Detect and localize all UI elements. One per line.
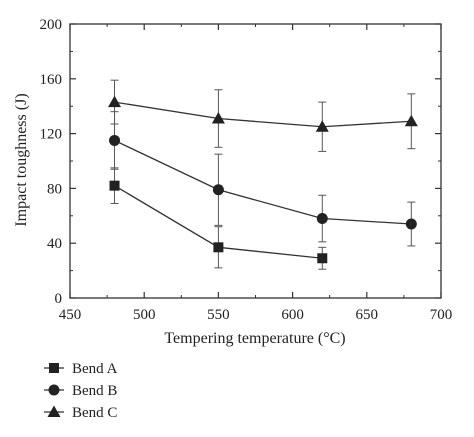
y-tick-label: 0 <box>55 291 63 307</box>
series-layer <box>108 79 418 270</box>
legend: Bend A Bend B Bend C <box>44 361 118 421</box>
legend-label: Bend B <box>72 383 117 399</box>
series-bend-c <box>108 79 418 152</box>
y-axis-label: Impact toughness (J) <box>13 93 30 226</box>
series-bend-a <box>109 167 328 270</box>
y-tick-label: 200 <box>40 17 63 33</box>
legend-item-bend-c: Bend C <box>44 405 117 421</box>
legend-label: Bend A <box>72 361 118 377</box>
data-point <box>213 242 224 253</box>
data-point <box>404 114 418 127</box>
legend-marker <box>48 384 60 396</box>
legend-item-bend-a: Bend A <box>44 361 118 377</box>
x-tick-label: 650 <box>356 307 379 323</box>
legend-marker <box>47 405 61 417</box>
series-line <box>114 101 412 128</box>
data-point <box>211 112 225 124</box>
y-tick-label: 80 <box>47 181 62 197</box>
x-axis-label: Tempering temperature (°C) <box>164 330 345 347</box>
x-tick-label: 700 <box>430 307 453 323</box>
plot-border <box>69 23 442 299</box>
legend-item-bend-b: Bend B <box>44 383 117 399</box>
data-point <box>316 213 328 225</box>
x-tick-label: 600 <box>281 307 304 323</box>
legend-label: Bend C <box>72 405 117 421</box>
data-point <box>108 95 122 108</box>
y-tick-label: 40 <box>47 236 62 252</box>
data-point <box>212 184 224 196</box>
y-tick-label: 120 <box>40 127 63 143</box>
x-tick-label: 500 <box>133 307 156 323</box>
x-tick-label: 550 <box>207 307 230 323</box>
series-bend-b <box>109 111 417 247</box>
legend-marker <box>49 363 59 373</box>
data-point <box>109 180 120 191</box>
series-line <box>114 139 412 225</box>
data-point <box>405 218 417 230</box>
data-point <box>109 134 121 146</box>
y-tick-label: 160 <box>40 72 63 88</box>
plot-frame <box>69 23 442 299</box>
data-point <box>315 120 329 132</box>
x-axis-ticks: 450 500 550 600 650 700 <box>59 24 453 323</box>
data-point <box>317 253 328 264</box>
y-axis-ticks: 0 40 80 120 160 200 <box>40 17 441 307</box>
x-tick-label: 450 <box>59 307 82 323</box>
